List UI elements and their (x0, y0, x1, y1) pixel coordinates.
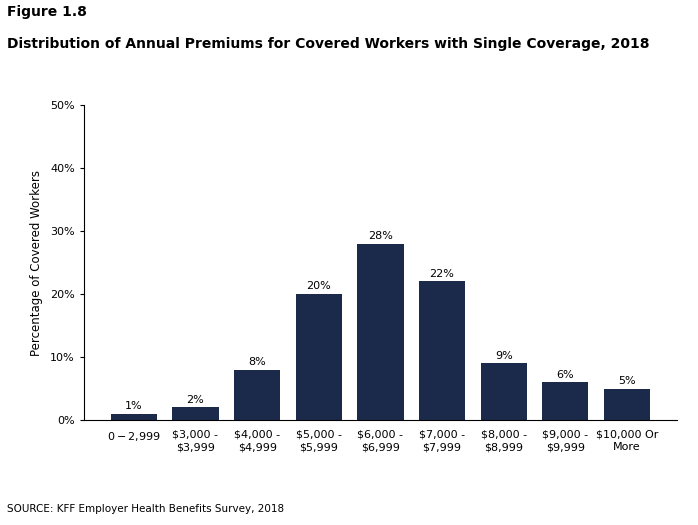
Text: SOURCE: KFF Employer Health Benefits Survey, 2018: SOURCE: KFF Employer Health Benefits Sur… (7, 505, 284, 514)
Text: 1%: 1% (125, 401, 142, 411)
Text: Distribution of Annual Premiums for Covered Workers with Single Coverage, 2018: Distribution of Annual Premiums for Cove… (7, 37, 649, 51)
Bar (419, 281, 465, 420)
Bar (111, 414, 157, 420)
Text: 5%: 5% (618, 376, 636, 386)
Text: 8%: 8% (248, 357, 266, 367)
Bar (481, 363, 527, 420)
Bar (296, 294, 342, 420)
Text: 28%: 28% (368, 231, 393, 241)
Text: 2%: 2% (186, 395, 205, 405)
Bar (542, 382, 588, 420)
Bar (604, 388, 650, 420)
Text: 9%: 9% (495, 351, 512, 361)
Text: 20%: 20% (306, 281, 331, 291)
Y-axis label: Percentage of Covered Workers: Percentage of Covered Workers (30, 170, 43, 355)
Bar (172, 407, 218, 420)
Bar (234, 370, 280, 420)
Text: 22%: 22% (429, 269, 454, 279)
Text: 6%: 6% (556, 370, 574, 380)
Text: Figure 1.8: Figure 1.8 (7, 5, 87, 19)
Bar (357, 244, 403, 420)
